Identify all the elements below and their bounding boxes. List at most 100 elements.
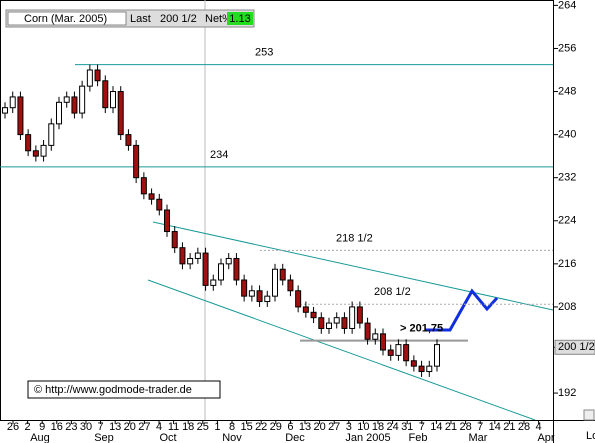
channel-upper [152, 221, 554, 311]
candle-body [2, 107, 8, 114]
candle-body [272, 268, 278, 297]
y-tick-label: 232 [558, 172, 576, 184]
candle-body [56, 101, 62, 125]
x-tick-label: 27 [138, 421, 150, 433]
level-label: > 201,75 [400, 322, 443, 334]
candle-body [218, 263, 224, 281]
candle-body [302, 306, 309, 313]
level-label: 253 [255, 47, 273, 59]
candle-body [326, 322, 332, 329]
candle-body [241, 279, 248, 297]
month-label: Apr [537, 432, 554, 443]
last-label: Last [130, 13, 151, 25]
candle-body [418, 365, 425, 373]
month-label: Oct [159, 432, 176, 443]
instrument-name: Corn (Mar. 2005) [24, 13, 107, 25]
candle-body [264, 295, 271, 303]
candle-body [86, 69, 93, 87]
candle-body [410, 360, 417, 367]
x-tick-label: 9 [39, 421, 45, 433]
x-tick-label: 18 [372, 421, 384, 433]
name-box [7, 11, 127, 26]
candle-body [94, 69, 101, 82]
x-tick-label: 15 [240, 421, 252, 433]
month-label: Nov [222, 432, 242, 443]
candle-body [9, 96, 16, 109]
candle-body [140, 177, 147, 195]
candle-body [148, 193, 155, 200]
candle-body [102, 80, 109, 109]
candle-body [63, 96, 70, 103]
candle-body [71, 96, 78, 114]
x-tick-label: 4 [536, 421, 542, 433]
corner-label: Lo [586, 430, 595, 442]
copyright-box [27, 380, 221, 399]
y-tick-label: 224 [558, 215, 576, 227]
x-tick-label: 6 [287, 421, 293, 433]
marks [0, 64, 553, 377]
x-tick-label: 7 [419, 421, 425, 433]
x-tick-label: 16 [51, 421, 63, 433]
x-tick-label: 27 [328, 421, 340, 433]
x-tick-label: 30 [80, 421, 92, 433]
month-label: Jan 2005 [345, 432, 390, 443]
y-tick-label: 248 [558, 85, 576, 97]
candle-body [194, 252, 201, 259]
x-tick-label: 13 [109, 421, 121, 433]
candle-body [295, 290, 302, 308]
candle-body [310, 311, 317, 319]
candle-body [187, 257, 194, 265]
y-tick-label: 264 [558, 0, 576, 11]
x-tick-label: 31 [401, 421, 413, 433]
candle-body [202, 252, 209, 286]
candle-body [349, 306, 356, 329]
month-label: Aug [30, 432, 50, 443]
candle-body [434, 344, 440, 367]
x-tick-label: 20 [124, 421, 136, 433]
last-price-box [554, 339, 595, 355]
x-tick-label: 8 [229, 421, 235, 433]
plot-area [0, 0, 554, 421]
x-tick-label: 28 [459, 421, 471, 433]
x-tick-label: 2 [25, 421, 31, 433]
x-tick-label: 24 [386, 421, 398, 433]
y-tick-label: 216 [558, 258, 576, 270]
candle-body [48, 123, 55, 146]
candle-body [380, 333, 386, 351]
net-box [227, 12, 253, 25]
x-tick-label: 20 [313, 421, 325, 433]
y-tick-label: 256 [558, 42, 576, 54]
x-tick-label: 21 [445, 421, 457, 433]
candle-body [372, 333, 379, 340]
candle-body [426, 365, 433, 373]
x-tick-label: 14 [489, 421, 501, 433]
candle-body [287, 279, 294, 292]
x-tick-label: 22 [255, 421, 267, 433]
channel-lower [147, 279, 536, 421]
candle-body [32, 150, 39, 157]
candle-body [40, 144, 47, 157]
candle-body [333, 317, 340, 324]
x-tick-label: 7 [477, 421, 483, 433]
month-label: Sep [94, 432, 114, 443]
candle-body [387, 349, 394, 356]
x-tick-label: 28 [518, 421, 530, 433]
net-value: 1.13 [229, 13, 250, 25]
candle-body [156, 198, 163, 211]
scroll-button[interactable] [583, 409, 595, 421]
x-tick-label: 21 [503, 421, 515, 433]
y-tick-label: 240 [558, 129, 576, 141]
x-tick-label: 4 [156, 421, 162, 433]
candle-body [395, 344, 402, 356]
x-tick-label: 7 [98, 421, 104, 433]
candle-body [17, 96, 24, 136]
x-tick-label: 25 [197, 421, 209, 433]
x-tick-label: 1 [214, 421, 220, 433]
x-tick-label: 3 [346, 421, 352, 433]
y-tick-label: 200 1/2 [558, 341, 595, 353]
x-tick-label: 23 [65, 421, 77, 433]
candle-body [248, 290, 255, 297]
copyright: © http://www.godmode-trader.de [34, 384, 192, 396]
level-label: 208 1/2 [374, 286, 411, 298]
